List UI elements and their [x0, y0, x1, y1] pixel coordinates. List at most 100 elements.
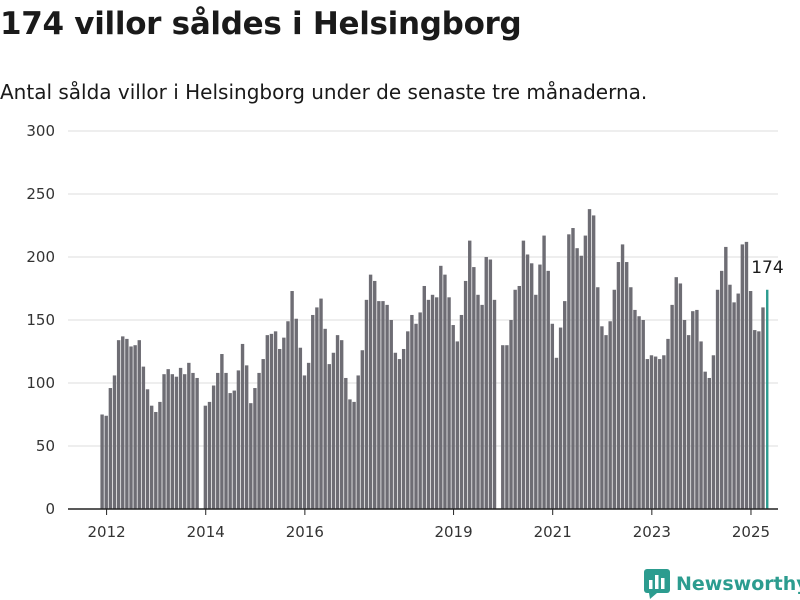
- bar: [608, 321, 612, 509]
- bar: [377, 301, 381, 509]
- bar: [567, 234, 571, 509]
- bar: [468, 240, 472, 509]
- y-tick-label: 250: [26, 185, 55, 203]
- bar: [658, 359, 662, 509]
- bar: [447, 297, 451, 509]
- brand-name: Newsworthy: [676, 573, 800, 595]
- bar: [133, 345, 137, 509]
- bar: [596, 287, 600, 509]
- bar: [232, 390, 236, 509]
- bar: [546, 270, 550, 509]
- bar: [335, 335, 340, 509]
- bar: [385, 304, 389, 509]
- bar: [319, 298, 323, 509]
- y-tick-label: 0: [45, 500, 55, 518]
- bar: [455, 341, 460, 509]
- bar: [451, 325, 455, 509]
- bar: [381, 301, 385, 509]
- bar: [170, 374, 175, 509]
- bar: [344, 377, 348, 509]
- bar: [707, 377, 711, 509]
- bar: [563, 301, 567, 509]
- bar: [682, 320, 687, 509]
- bar: [327, 364, 331, 509]
- bar: [244, 365, 249, 509]
- bar: [121, 336, 125, 509]
- bar: [389, 320, 393, 509]
- bar: [141, 366, 146, 509]
- bar: [674, 277, 678, 509]
- bar: [294, 318, 298, 509]
- bar: [203, 405, 208, 509]
- bar: [311, 314, 315, 509]
- bar: [472, 267, 476, 509]
- bar: [220, 354, 224, 509]
- bar: [653, 356, 658, 509]
- bar: [298, 347, 303, 509]
- bar: [265, 335, 270, 509]
- bar: [591, 215, 596, 510]
- bar: [207, 401, 212, 509]
- bar: [761, 307, 765, 509]
- x-tick-label: 2019: [434, 523, 472, 541]
- bar: [620, 244, 625, 509]
- bar: [748, 291, 753, 509]
- bar: [703, 371, 707, 509]
- highlight-bar: [766, 289, 769, 509]
- bar: [678, 283, 683, 509]
- bar: [426, 299, 431, 509]
- bar: [724, 246, 728, 510]
- bar: [517, 285, 521, 509]
- bar: [534, 294, 538, 509]
- bar: [583, 235, 588, 509]
- y-tick-label: 200: [26, 248, 55, 266]
- bar: [715, 289, 720, 509]
- bar: [410, 314, 414, 509]
- bar: [273, 331, 278, 509]
- bar: [108, 388, 113, 509]
- x-tick-label: 2025: [732, 523, 770, 541]
- bar: [542, 235, 546, 509]
- bar: [356, 375, 360, 509]
- bar: [352, 401, 356, 509]
- bar: [719, 270, 724, 509]
- bar: [306, 362, 311, 509]
- bar: [397, 359, 402, 509]
- bar: [282, 337, 286, 509]
- bar: [612, 289, 616, 509]
- bar: [624, 262, 629, 509]
- bar: [521, 240, 526, 509]
- bar: [211, 385, 216, 509]
- bar: [525, 254, 530, 509]
- bar: [178, 367, 183, 509]
- y-tick-label: 150: [26, 311, 55, 329]
- bar: [360, 350, 365, 509]
- bar: [125, 338, 129, 509]
- brand-logo: Newsworthy: [644, 569, 800, 599]
- bar: [501, 345, 505, 509]
- bar: [529, 263, 534, 509]
- x-tick-label: 2021: [534, 523, 572, 541]
- bar: [476, 294, 480, 509]
- bar: [633, 309, 637, 509]
- bar: [488, 259, 493, 509]
- bar: [505, 345, 509, 509]
- bar: [484, 257, 488, 509]
- bar: [744, 241, 749, 509]
- bar: [443, 274, 447, 509]
- bar: [174, 376, 179, 509]
- bar: [339, 340, 344, 509]
- bar: [149, 405, 154, 509]
- bar: [666, 338, 670, 509]
- bar: [129, 346, 133, 509]
- bar: [691, 311, 695, 509]
- bar: [575, 248, 579, 509]
- bar: [439, 265, 443, 509]
- bar: [492, 299, 497, 509]
- bar-chart-logo-icon: [644, 569, 670, 599]
- y-tick-label: 300: [26, 122, 55, 140]
- bar: [261, 359, 265, 509]
- bar: [401, 348, 406, 509]
- bar: [236, 370, 241, 509]
- bar: [686, 335, 691, 509]
